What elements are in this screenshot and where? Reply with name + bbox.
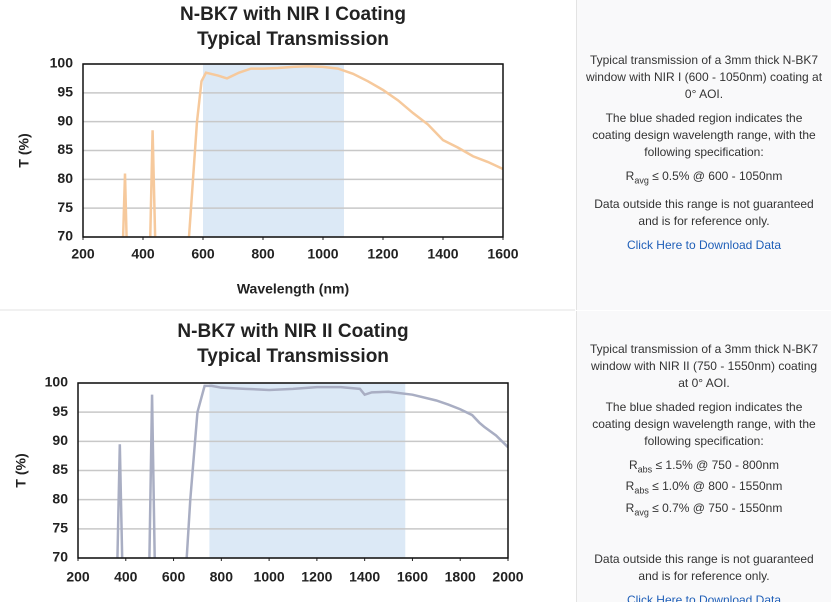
x-tick-label: 600 bbox=[162, 569, 186, 585]
chart-title: N-BK7 with NIR II Coating bbox=[177, 321, 408, 342]
specification: Ravg ≤ 0.7% @ 750 - 1550nm bbox=[577, 500, 831, 521]
x-tick-label: 800 bbox=[251, 246, 275, 262]
specification: Rabs ≤ 1.5% @ 750 - 800nm bbox=[577, 457, 831, 478]
spec-text: ≤ 1.0% @ 800 - 1550nm bbox=[652, 479, 783, 494]
x-tick-label: 800 bbox=[210, 569, 234, 585]
description: Typical transmission of a 3mm thick N-BK… bbox=[585, 53, 823, 101]
x-tick-label: 1400 bbox=[349, 569, 380, 585]
specification: Rabs ≤ 1.0% @ 800 - 1550nm bbox=[577, 478, 831, 499]
spec-subscript: avg bbox=[634, 507, 649, 518]
spec-subscript: abs bbox=[634, 485, 649, 496]
spec-subscript: abs bbox=[637, 464, 653, 475]
plot-frame bbox=[77, 382, 509, 559]
y-axis-label: T (%) bbox=[13, 453, 29, 487]
x-tick-label: 1800 bbox=[445, 569, 476, 585]
spec-symbol: R bbox=[625, 500, 635, 515]
plot-frame bbox=[82, 63, 504, 238]
y-axis-label: T (%) bbox=[16, 133, 32, 167]
x-tick-label: 1600 bbox=[397, 569, 428, 585]
x-tick-label: 1200 bbox=[301, 569, 332, 585]
x-tick-label: 200 bbox=[71, 246, 95, 262]
spec-text: ≤ 0.5% @ 600 - 1050nm bbox=[652, 169, 783, 183]
x-tick-label: 1000 bbox=[307, 246, 338, 262]
y-tick-label: 95 bbox=[52, 403, 68, 419]
info-panel: Typical transmission of a 3mm thick N-BK… bbox=[576, 311, 831, 602]
y-tick-label: 75 bbox=[57, 199, 73, 215]
chart-subtitle: Typical Transmission bbox=[197, 346, 389, 367]
y-tick-label: 75 bbox=[52, 520, 68, 536]
note: Data outside this range is not guarantee… bbox=[594, 552, 814, 584]
chart-subtitle: Typical Transmission bbox=[197, 29, 389, 50]
download-link[interactable]: Click Here to Download Data bbox=[626, 238, 782, 253]
y-tick-label: 90 bbox=[52, 432, 68, 448]
description: Typical transmission of a 3mm thick N-BK… bbox=[589, 342, 819, 390]
y-tick-label: 95 bbox=[57, 84, 73, 100]
spec-text: ≤ 1.5% @ 750 - 800nm bbox=[655, 458, 780, 472]
y-tick-label: 100 bbox=[50, 55, 74, 71]
x-tick-label: 400 bbox=[131, 246, 155, 262]
y-tick-label: 70 bbox=[57, 228, 73, 244]
x-tick-label: 1000 bbox=[254, 569, 285, 585]
x-tick-label: 2000 bbox=[492, 569, 523, 585]
x-tick-label: 400 bbox=[114, 569, 138, 585]
x-tick-label: 1400 bbox=[427, 246, 458, 262]
spec-text: ≤ 0.7% @ 750 - 1550nm bbox=[652, 500, 783, 515]
data-line bbox=[116, 384, 508, 558]
y-tick-label: 90 bbox=[57, 112, 73, 128]
x-axis-label: Wavelength (nm) bbox=[237, 281, 349, 297]
spec-subscript: avg bbox=[634, 175, 649, 186]
y-tick-label: 100 bbox=[45, 374, 69, 390]
info-panel: Typical transmission of a 3mm thick N-BK… bbox=[576, 0, 831, 310]
charts: N-BK7 with NIR I Coating Typical Transmis… bbox=[0, 4, 575, 585]
y-tick-label: 85 bbox=[52, 461, 68, 477]
chart-title: N-BK7 with NIR I Coating bbox=[180, 4, 406, 25]
download-link[interactable]: Click Here to Download Data bbox=[626, 593, 782, 602]
y-tick-label: 85 bbox=[57, 141, 73, 157]
y-tick-label: 80 bbox=[57, 170, 73, 186]
data-line bbox=[121, 65, 503, 237]
x-tick-label: 600 bbox=[191, 246, 215, 262]
description: The blue shaded region indicates the coa… bbox=[592, 111, 816, 159]
x-tick-label: 1600 bbox=[487, 246, 518, 262]
description: The blue shaded region indicates the coa… bbox=[592, 400, 816, 448]
spec-symbol: R bbox=[625, 479, 635, 494]
spec-symbol: R bbox=[625, 169, 635, 183]
specification: Ravg ≤ 0.5% @ 600 - 1050nm bbox=[577, 168, 831, 189]
spec-symbol: R bbox=[628, 458, 638, 472]
y-tick-label: 70 bbox=[52, 549, 68, 565]
x-tick-label: 1200 bbox=[367, 246, 398, 262]
x-tick-label: 200 bbox=[66, 569, 90, 585]
note: Data outside this range is not guarantee… bbox=[594, 197, 814, 229]
y-tick-label: 80 bbox=[52, 490, 68, 506]
